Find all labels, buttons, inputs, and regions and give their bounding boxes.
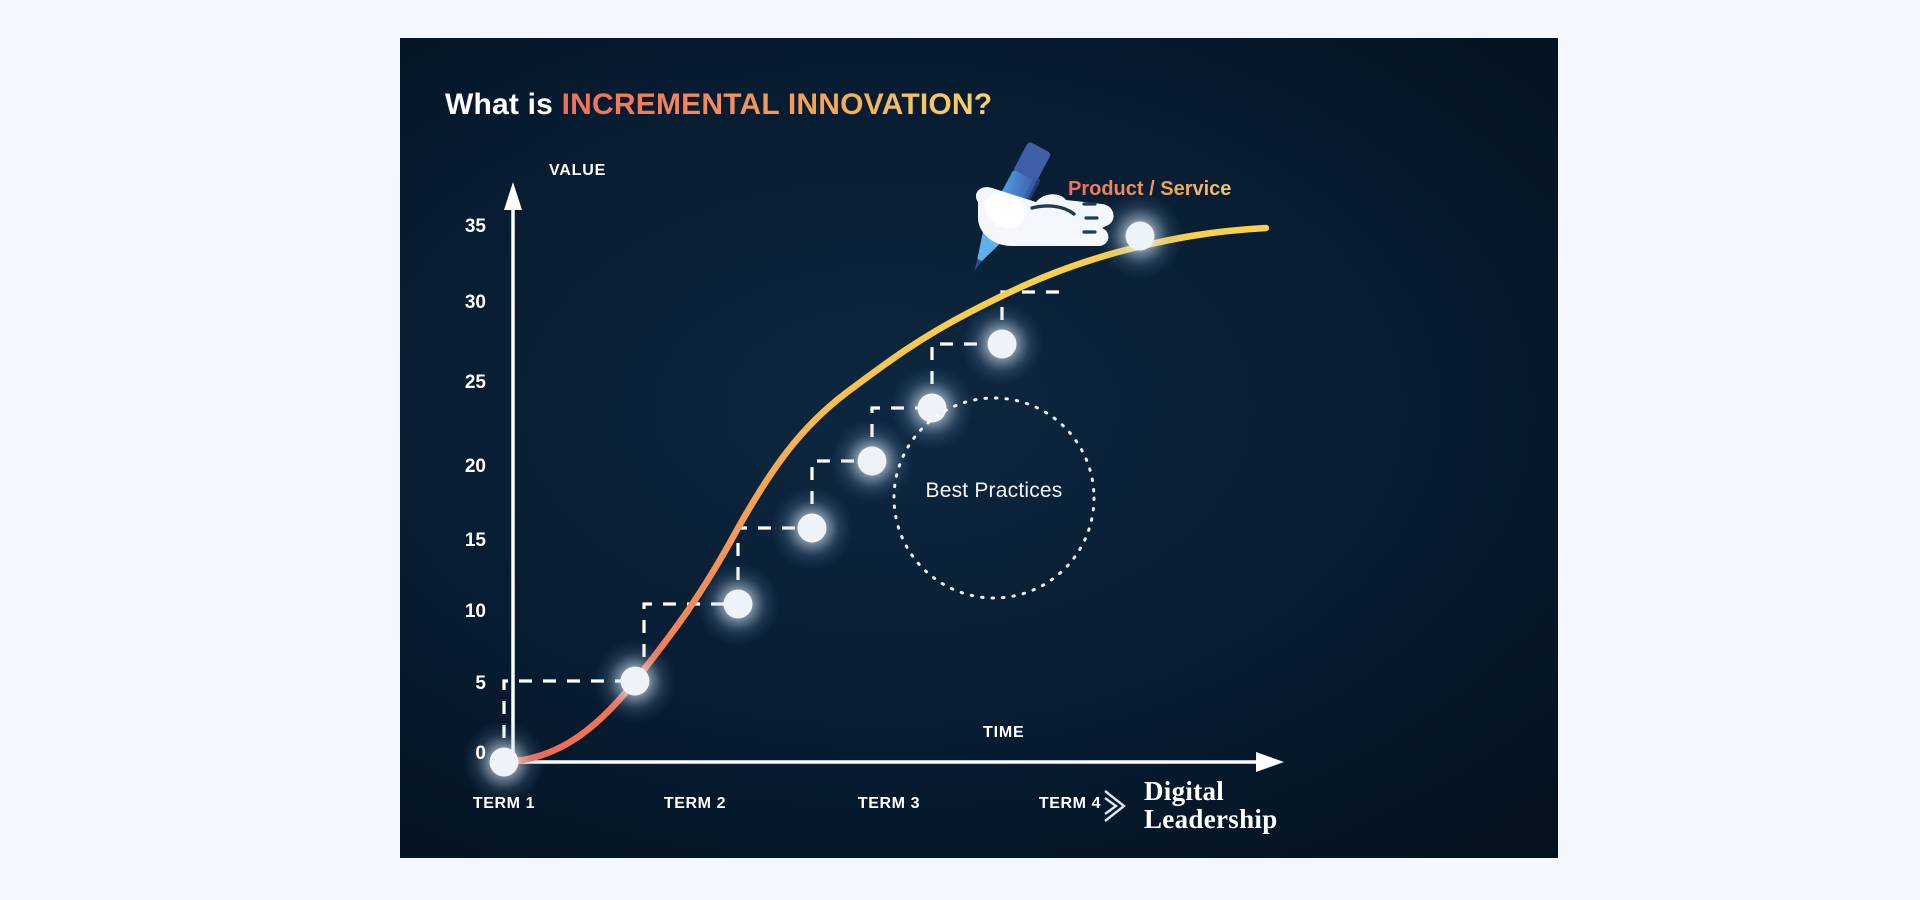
chart-panel: What is INCREMENTAL INNOVATION? [400, 38, 1558, 858]
brand-line-2: Leadership [1144, 803, 1278, 834]
plot-area: 35 30 25 20 15 10 5 0 TERM 1 TERM 2 TERM… [400, 38, 1558, 858]
axes [504, 182, 1284, 772]
y-tick-30: 30 [464, 292, 486, 313]
page-title: What is INCREMENTAL INNOVATION? [445, 88, 992, 122]
x-tick-term-4: TERM 4 [1038, 795, 1102, 812]
title-highlight: INCREMENTAL INNOVATION? [561, 88, 993, 121]
brand-logo: Digital Leadership [1100, 776, 1278, 834]
y-tick-0: 0 [475, 743, 486, 764]
x-tick-term-3: TERM 3 [857, 795, 921, 812]
x-tick-term-2: TERM 2 [663, 795, 727, 812]
y-tick-5: 5 [475, 673, 486, 694]
best-practices-circle [892, 396, 1096, 600]
y-tick-15: 15 [464, 530, 486, 551]
brand-logo-text: Digital Leadership [1144, 776, 1278, 834]
x-tick-term-1: TERM 1 [472, 795, 536, 812]
x-axis-title: TIME [983, 724, 1025, 741]
y-axis-title: VALUE [549, 162, 607, 179]
title-prefix: What is [445, 88, 562, 121]
y-tick-10: 10 [464, 601, 486, 622]
best-practices-label: Best Practices [925, 479, 1063, 502]
legend-product-service: Product / Service [1068, 178, 1232, 200]
brand-line-1: Digital [1144, 776, 1225, 806]
chevron-right-icon [1104, 789, 1126, 822]
hand-with-pen-icon [974, 142, 1114, 271]
data-points [462, 192, 1184, 804]
y-tick-25: 25 [464, 372, 486, 393]
y-tick-20: 20 [464, 456, 486, 477]
y-tick-35: 35 [464, 216, 486, 237]
